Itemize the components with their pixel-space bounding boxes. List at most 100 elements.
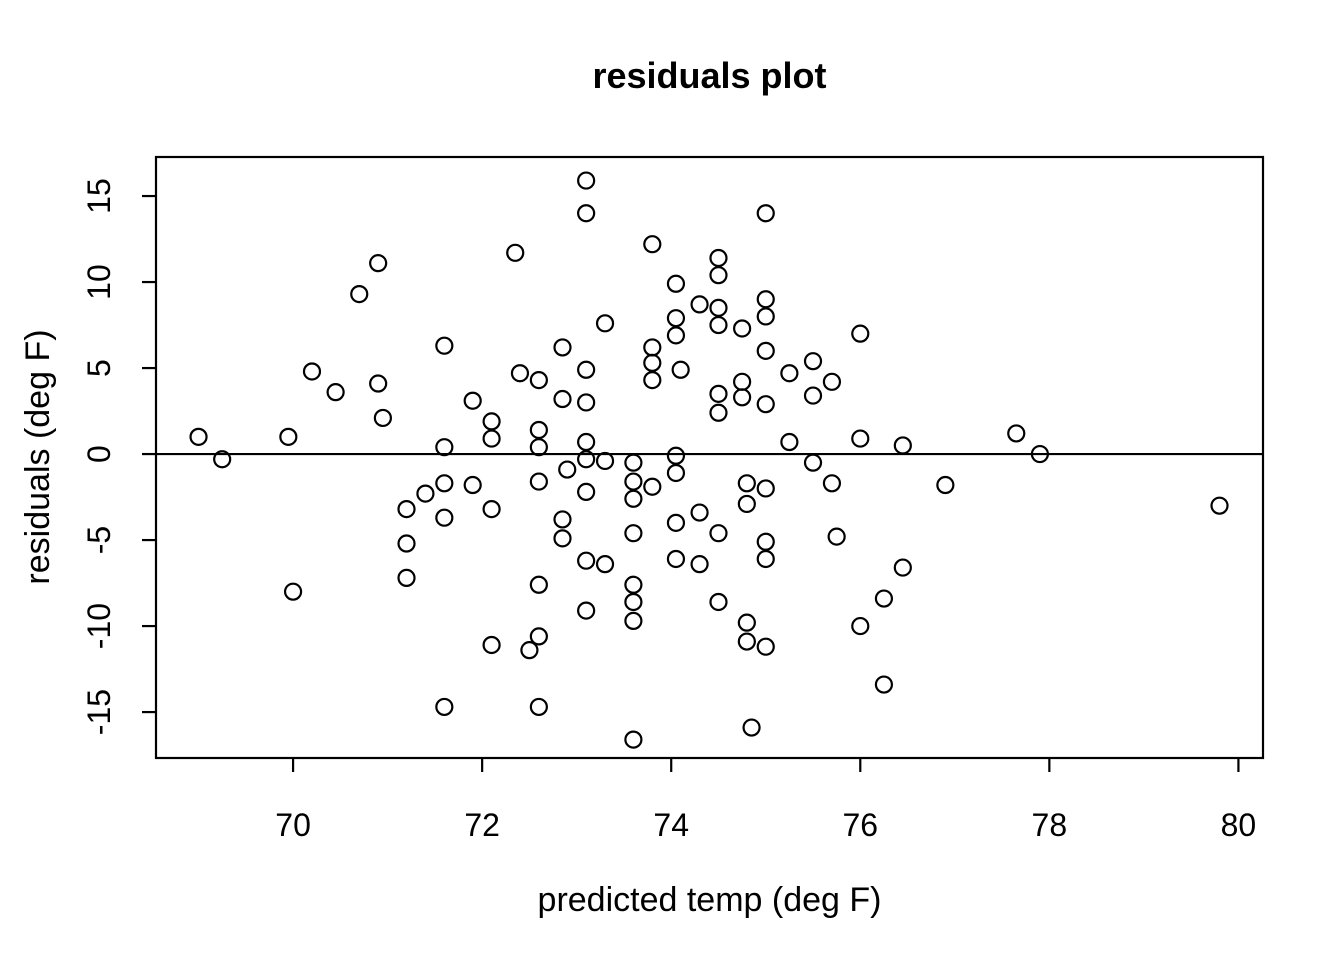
data-point (577, 482, 596, 502)
data-point (577, 204, 596, 223)
data-point (756, 532, 775, 551)
data-point (624, 524, 643, 543)
data-point (756, 395, 775, 414)
data-point (742, 718, 761, 737)
data-point (435, 474, 454, 493)
data-point (666, 274, 686, 293)
data-point (577, 432, 596, 452)
data-point (397, 500, 416, 519)
data-point (666, 309, 686, 328)
chart-title: residuals plot (592, 55, 827, 96)
data-point (666, 446, 686, 465)
data-point (733, 319, 752, 338)
data-point (822, 474, 842, 493)
data-point (397, 568, 416, 588)
data-point (553, 510, 572, 529)
data-point (756, 479, 775, 498)
data-point (482, 635, 501, 655)
data-point (709, 315, 728, 335)
data-point (577, 450, 596, 469)
data-point (529, 472, 548, 491)
data-point (553, 338, 572, 357)
data-point (326, 383, 345, 402)
data-point (643, 338, 662, 357)
data-point (529, 438, 548, 457)
data-point (756, 307, 775, 326)
data-point (577, 551, 596, 570)
data-point (624, 611, 643, 631)
data-point (577, 601, 596, 620)
data-point (756, 549, 775, 569)
data-point (803, 386, 823, 405)
data-point (851, 616, 870, 636)
data-point (369, 254, 388, 273)
data-point (529, 370, 548, 390)
data-point (690, 295, 709, 314)
data-point (643, 353, 662, 372)
data-point (553, 389, 572, 409)
data-point (643, 477, 662, 496)
data-point (595, 555, 615, 574)
data-point (936, 475, 955, 495)
x-axis-tick-label: 74 (653, 807, 689, 843)
data-point (756, 637, 775, 656)
data-point (435, 508, 454, 527)
y-axis-tick-label: 15 (81, 178, 117, 214)
data-point (283, 582, 303, 601)
data-point (733, 388, 752, 407)
x-axis-tick-label: 70 (275, 807, 311, 843)
data-point (624, 453, 643, 472)
data-point (558, 460, 577, 479)
data-point (780, 432, 799, 452)
data-point (803, 352, 823, 371)
data-point (827, 527, 846, 546)
data-point (893, 436, 912, 455)
data-point (624, 575, 643, 594)
data-point (737, 613, 756, 632)
data-point (577, 393, 596, 412)
data-point (1210, 496, 1229, 515)
data-point (709, 266, 728, 285)
y-axis-tick-label: 10 (81, 264, 117, 300)
data-point (1030, 444, 1049, 464)
data-point (302, 362, 322, 381)
data-point (397, 534, 416, 553)
data-point (690, 555, 709, 574)
data-point (851, 429, 870, 448)
y-axis-tick-label: 0 (81, 445, 117, 463)
y-axis-tick-label: 5 (81, 359, 117, 377)
data-point (709, 384, 728, 403)
data-point (624, 730, 643, 749)
data-point (350, 284, 369, 304)
data-point (803, 453, 823, 472)
data-point (690, 503, 709, 522)
data-point (189, 427, 208, 446)
data-point (643, 235, 662, 254)
data-point (780, 364, 799, 383)
data-point (666, 513, 686, 532)
data-point (737, 632, 756, 651)
data-point (874, 589, 894, 608)
data-point (595, 314, 615, 333)
data-point (482, 500, 501, 519)
data-point (553, 529, 572, 548)
data-point (643, 370, 662, 390)
data-point (822, 372, 842, 391)
data-point (435, 697, 454, 717)
data-point (279, 427, 298, 446)
plot-box (154, 155, 1265, 760)
data-point (666, 326, 686, 345)
data-point (577, 171, 596, 190)
data-point (506, 243, 525, 262)
data-point (671, 360, 690, 379)
data-point (435, 438, 454, 457)
data-point (874, 675, 894, 694)
data-point (373, 408, 392, 428)
y-axis-tick-label: -10 (81, 603, 117, 649)
data-point (666, 549, 686, 569)
data-point (510, 364, 530, 383)
data-point (416, 484, 435, 503)
data-point (369, 374, 388, 393)
